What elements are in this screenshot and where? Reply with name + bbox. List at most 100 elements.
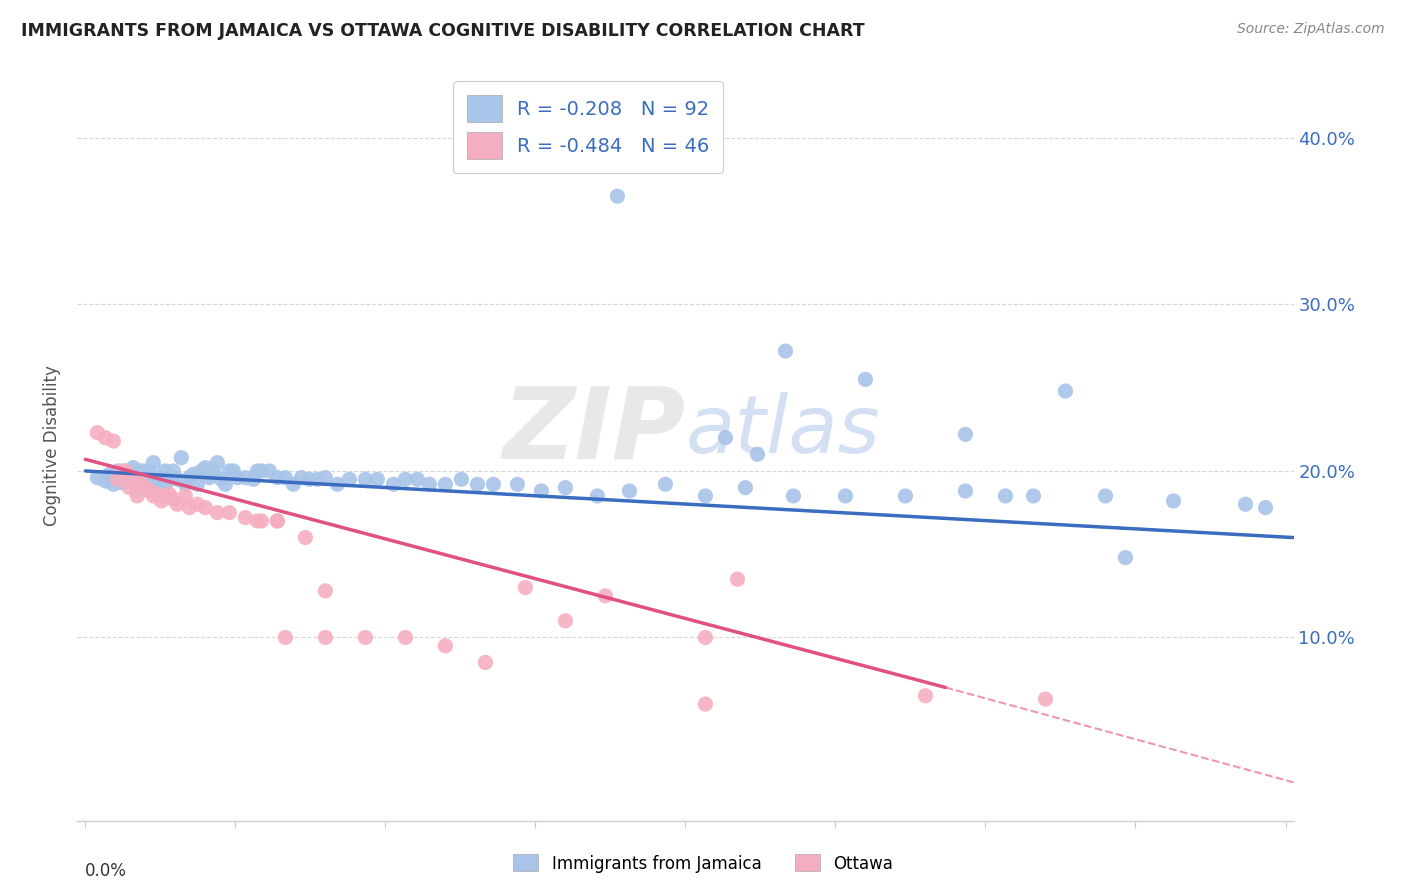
Point <box>250 514 273 528</box>
Point <box>274 470 297 484</box>
Point <box>146 481 169 495</box>
Point <box>314 583 336 598</box>
Point <box>467 477 489 491</box>
Point <box>179 470 201 484</box>
Point <box>554 481 576 495</box>
Point <box>209 472 232 486</box>
Point <box>246 514 269 528</box>
Point <box>894 489 917 503</box>
Point <box>186 477 208 491</box>
Point <box>747 447 769 461</box>
Point <box>250 464 273 478</box>
Point <box>406 472 429 486</box>
Point <box>506 477 529 491</box>
Point <box>138 464 160 478</box>
Point <box>150 494 173 508</box>
Point <box>194 500 217 515</box>
Point <box>138 472 160 486</box>
Point <box>142 456 165 470</box>
Point <box>166 472 188 486</box>
Point <box>118 481 141 495</box>
Point <box>595 589 617 603</box>
Point <box>103 434 125 448</box>
Point <box>1035 692 1057 706</box>
Point <box>183 467 205 482</box>
Point <box>155 489 177 503</box>
Point <box>155 477 177 491</box>
Point <box>174 477 197 491</box>
Point <box>134 464 156 478</box>
Point <box>515 581 537 595</box>
Point <box>246 464 269 478</box>
Point <box>586 489 609 503</box>
Point <box>394 631 416 645</box>
Point <box>218 506 240 520</box>
Point <box>110 464 132 478</box>
Point <box>354 472 377 486</box>
Point <box>103 477 125 491</box>
Point <box>283 477 305 491</box>
Legend: Immigrants from Jamaica, Ottawa: Immigrants from Jamaica, Ottawa <box>506 847 900 880</box>
Point <box>725 572 748 586</box>
Point <box>775 344 797 359</box>
Point <box>314 470 336 484</box>
Point <box>170 450 193 465</box>
Point <box>1254 500 1277 515</box>
Point <box>654 477 676 491</box>
Point <box>994 489 1017 503</box>
Point <box>105 472 128 486</box>
Point <box>134 481 156 495</box>
Point <box>146 487 169 501</box>
Point <box>114 464 136 478</box>
Point <box>274 631 297 645</box>
Point <box>127 489 149 503</box>
Point <box>695 489 717 503</box>
Point <box>307 472 329 486</box>
Y-axis label: Cognitive Disability: Cognitive Disability <box>44 366 62 526</box>
Point <box>131 464 153 478</box>
Point <box>1022 489 1045 503</box>
Point <box>955 483 977 498</box>
Point <box>530 483 553 498</box>
Text: 0.0%: 0.0% <box>86 862 127 880</box>
Legend: R = -0.208   N = 92, R = -0.484   N = 46: R = -0.208 N = 92, R = -0.484 N = 46 <box>453 81 723 173</box>
Point <box>619 483 641 498</box>
Point <box>179 500 201 515</box>
Point <box>714 431 737 445</box>
Point <box>94 474 117 488</box>
Point <box>138 483 160 498</box>
Point <box>186 497 208 511</box>
Point <box>855 372 877 386</box>
Point <box>131 477 153 491</box>
Point <box>94 431 117 445</box>
Point <box>214 477 236 491</box>
Point <box>1114 550 1136 565</box>
Point <box>166 497 188 511</box>
Point <box>146 470 169 484</box>
Text: atlas: atlas <box>686 392 880 470</box>
Point <box>337 472 360 486</box>
Point <box>1094 489 1116 503</box>
Point <box>174 489 197 503</box>
Point <box>218 464 240 478</box>
Point <box>235 470 257 484</box>
Point <box>955 427 977 442</box>
Point <box>394 472 416 486</box>
Point <box>114 464 136 478</box>
Text: IMMIGRANTS FROM JAMAICA VS OTTAWA COGNITIVE DISABILITY CORRELATION CHART: IMMIGRANTS FROM JAMAICA VS OTTAWA COGNIT… <box>21 22 865 40</box>
Point <box>474 656 496 670</box>
Point <box>127 483 149 498</box>
Point <box>98 467 121 482</box>
Point <box>127 470 149 484</box>
Point <box>198 470 221 484</box>
Point <box>207 506 229 520</box>
Point <box>450 472 472 486</box>
Point <box>86 425 108 440</box>
Point <box>354 631 377 645</box>
Point <box>695 631 717 645</box>
Point <box>782 489 804 503</box>
Point <box>1234 497 1257 511</box>
Point <box>118 467 141 482</box>
Point <box>326 477 349 491</box>
Point <box>142 489 165 503</box>
